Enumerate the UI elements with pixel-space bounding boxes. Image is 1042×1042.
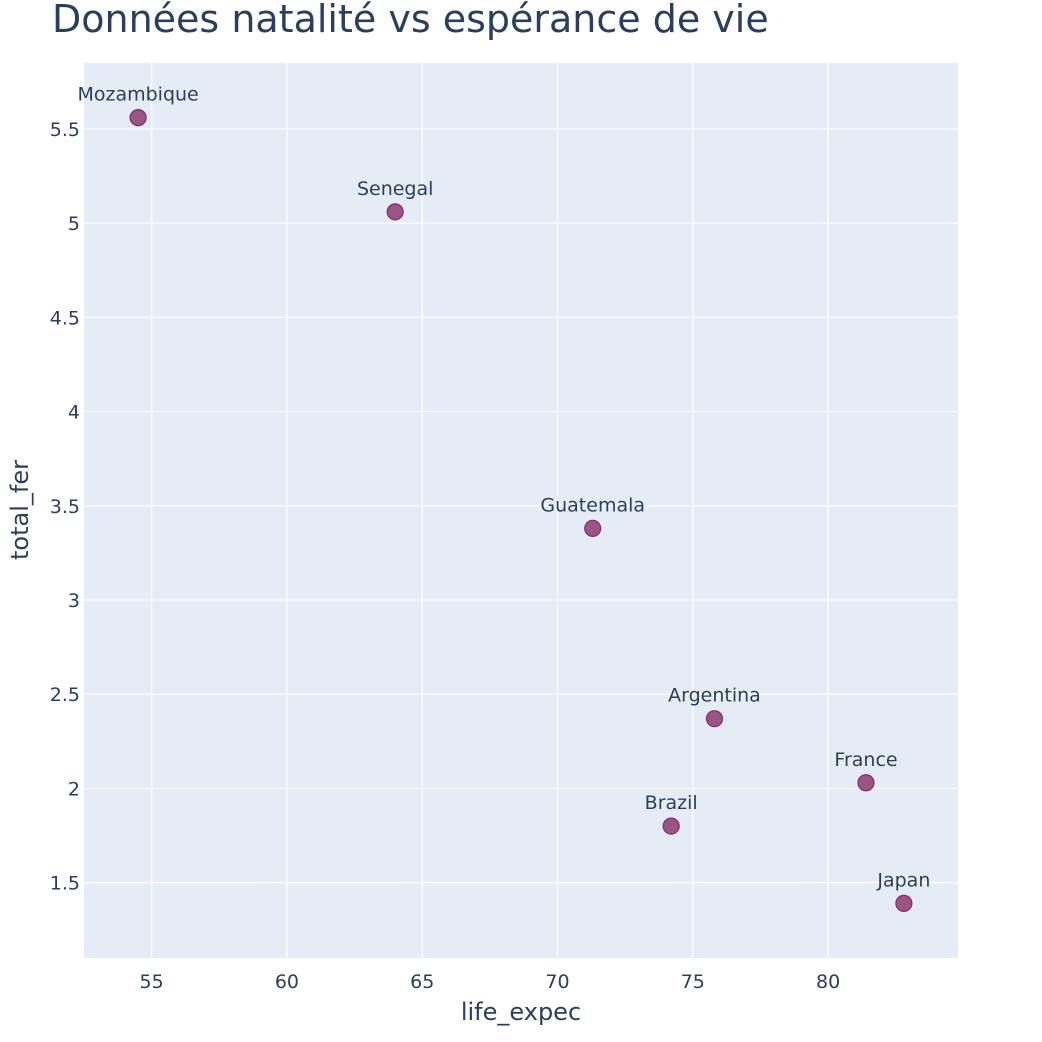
data-point-label: France bbox=[834, 749, 897, 771]
x-tick-label: 80 bbox=[816, 971, 840, 993]
data-point-marker bbox=[662, 817, 680, 835]
y-axis-title: total_fer bbox=[6, 460, 34, 560]
y-tick-label: 1.5 bbox=[50, 873, 80, 895]
chart-title: Données natalité vs espérance de vie bbox=[52, 0, 769, 41]
x-axis-ticks: 55 60 65 70 75 80 bbox=[140, 971, 841, 993]
y-tick-label: 5 bbox=[68, 213, 80, 235]
data-point-marker bbox=[129, 109, 147, 127]
x-tick-label: 75 bbox=[681, 971, 705, 993]
y-tick-label: 2 bbox=[68, 778, 80, 800]
data-point-marker bbox=[895, 894, 913, 912]
data-point-label: Argentina bbox=[668, 685, 761, 707]
x-axis-title: life_expec bbox=[461, 998, 581, 1026]
y-axis-ticks: 1.5 2 2.5 3 3.5 4 4.5 5 5.5 bbox=[50, 119, 80, 895]
y-tick-label: 4.5 bbox=[50, 307, 80, 329]
data-point-label: Senegal bbox=[357, 178, 433, 200]
data-point-marker bbox=[386, 203, 404, 221]
data-point-marker bbox=[857, 774, 875, 792]
plot-area bbox=[84, 63, 958, 958]
y-tick-label: 3 bbox=[68, 590, 80, 612]
y-tick-label: 5.5 bbox=[50, 119, 80, 141]
y-tick-label: 2.5 bbox=[50, 684, 80, 706]
x-tick-label: 70 bbox=[545, 971, 569, 993]
x-gridlines bbox=[151, 63, 829, 958]
data-point-label: Japan bbox=[876, 869, 930, 891]
data-point-label: Mozambique bbox=[77, 84, 198, 106]
x-tick-label: 65 bbox=[410, 971, 434, 993]
y-tick-label: 3.5 bbox=[50, 496, 80, 518]
data-point-label: Brazil bbox=[645, 792, 698, 814]
x-tick-label: 60 bbox=[275, 971, 299, 993]
data-point-label: Guatemala bbox=[540, 494, 645, 516]
y-gridlines bbox=[84, 128, 958, 884]
y-tick-label: 4 bbox=[68, 402, 80, 424]
data-point-marker bbox=[705, 710, 724, 728]
x-tick-label: 55 bbox=[140, 971, 164, 993]
data-point-marker bbox=[584, 519, 602, 538]
data-points: Mozambique Senegal Guatemala Argentina Franc… bbox=[77, 84, 930, 912]
